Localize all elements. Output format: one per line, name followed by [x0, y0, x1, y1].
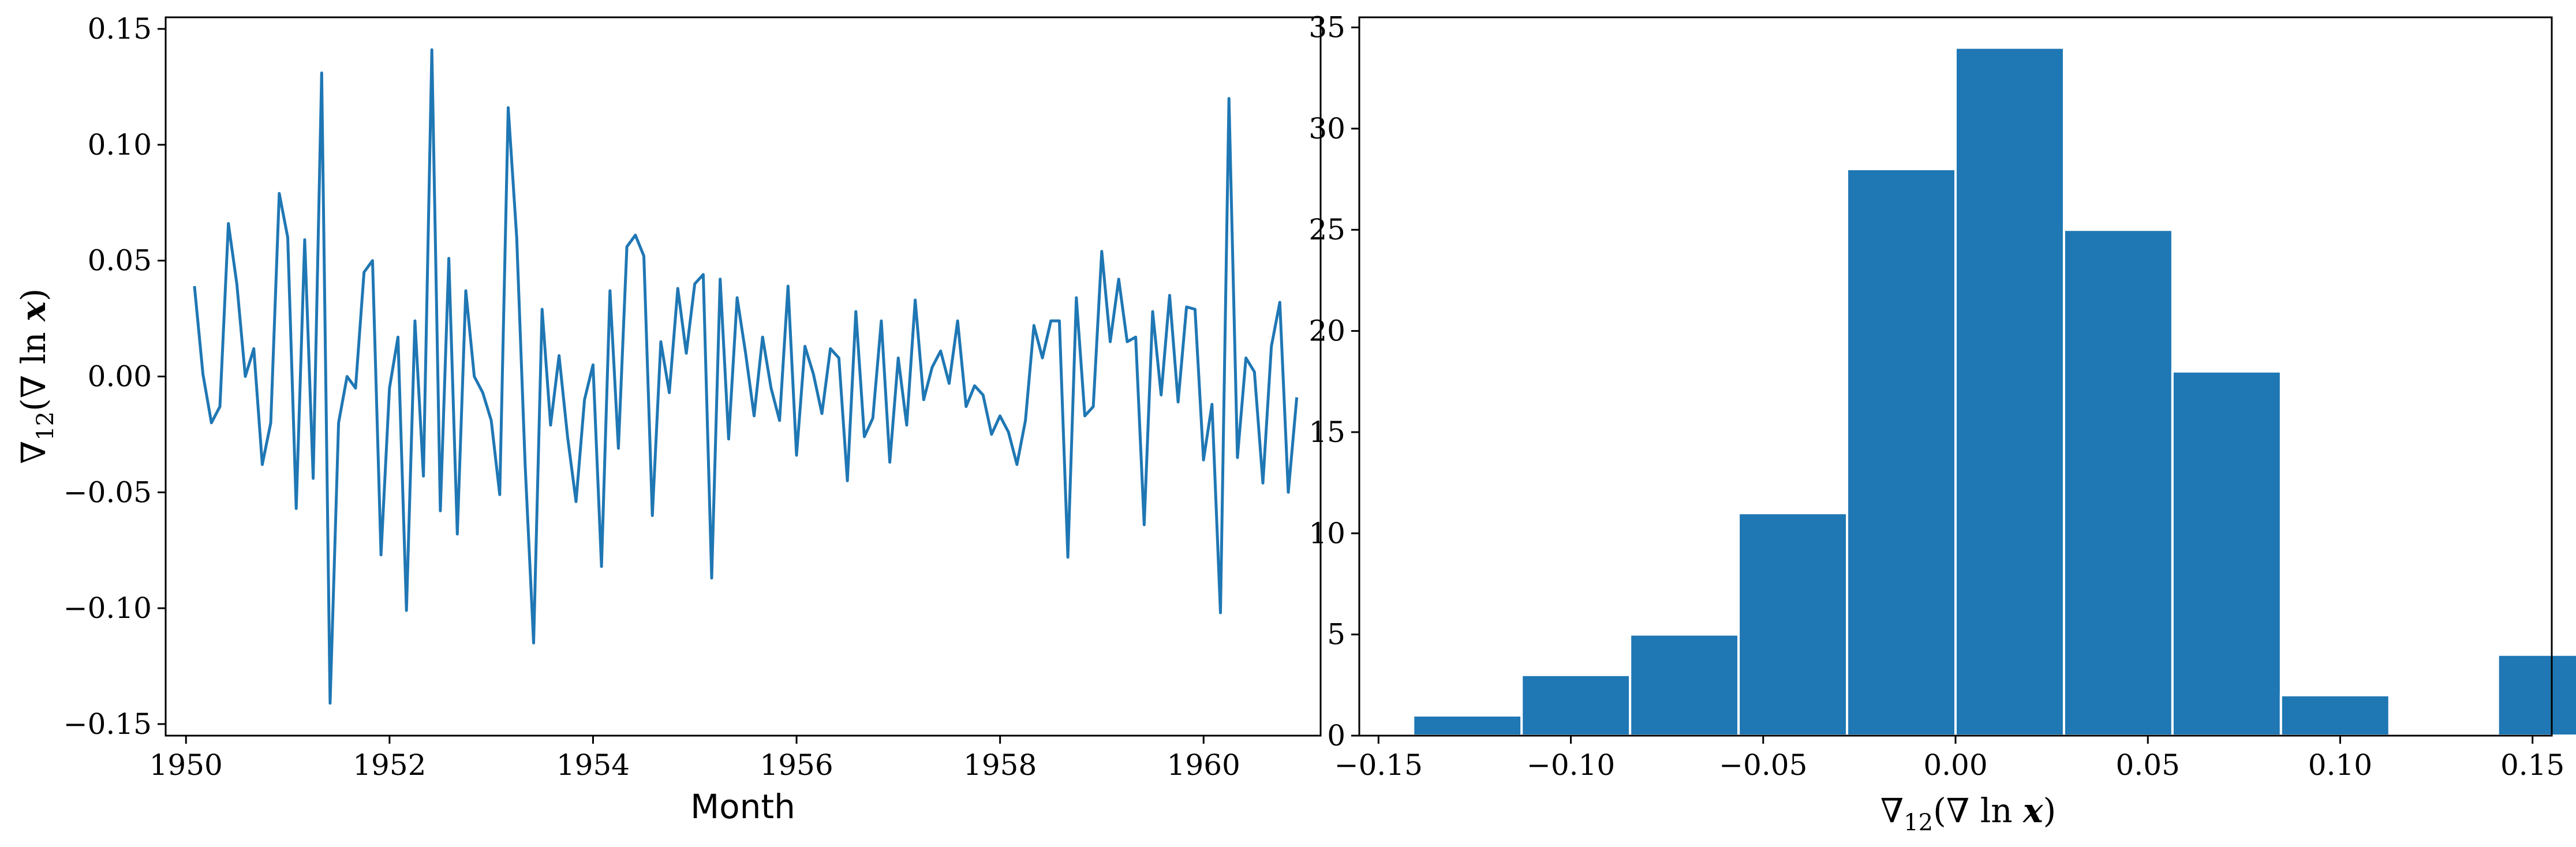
- histogram-bar: [1954, 46, 2065, 737]
- x-tick-label: 0.00: [1923, 748, 1987, 782]
- y-tick-label: 0.05: [88, 244, 152, 278]
- y-tick-label: 30: [1308, 112, 1345, 145]
- y-tick-label: 15: [1308, 415, 1345, 449]
- x-tick-label: 0.05: [2116, 748, 2180, 782]
- right-x-axis-label: ∇12(∇ ln x): [1880, 791, 2057, 836]
- left-x-axis-label: Month: [690, 787, 795, 826]
- x-tick-label: 1960: [1167, 748, 1240, 782]
- y-tick-label: 20: [1308, 314, 1345, 348]
- x-tick-label: 1954: [556, 748, 630, 782]
- series-line: [193, 48, 1299, 705]
- y-tick-label: 0: [1327, 719, 1345, 752]
- y-tick-label: 10: [1308, 516, 1345, 550]
- histogram-bar: [1629, 633, 1740, 737]
- y-tick-label: 0.10: [88, 128, 152, 162]
- histogram-bar: [1412, 714, 1523, 737]
- histogram-panel: −0.15 −0.10 −0.05 0.00 0.05 0.10 0.15 0 5 10 15 20…: [1308, 11, 2576, 836]
- histogram-bar: [1846, 168, 1957, 737]
- y-tick-label: 0.00: [88, 360, 152, 393]
- histogram-bar: [2496, 653, 2576, 737]
- x-tick-label: −0.15: [1334, 748, 1423, 782]
- y-tick-label: −0.15: [63, 707, 152, 741]
- x-tick-label: 1958: [963, 748, 1037, 782]
- x-tick-label: 0.15: [2500, 748, 2564, 782]
- left-axes-frame: [164, 16, 1322, 737]
- right-x-ticks: −0.15 −0.10 −0.05 0.00 0.05 0.10 0.15: [1334, 736, 2564, 782]
- time-series-plot-area: [193, 48, 1299, 705]
- left-y-ticks: −0.15 −0.10 −0.05 0.00 0.05 0.10 0.15: [63, 12, 166, 741]
- x-tick-label: −0.05: [1719, 748, 1807, 782]
- histogram-bar: [1737, 512, 1849, 737]
- right-y-ticks: 0 5 10 15 20 25 30 35: [1308, 11, 1359, 752]
- y-tick-label: 35: [1308, 11, 1345, 44]
- y-tick-label: 0.15: [88, 12, 152, 46]
- time-series-panel: 1950 1952 1954 1956 1958 1960 −0.15 −0.10 −0.05…: [14, 12, 1322, 826]
- x-tick-label: 1952: [353, 748, 426, 782]
- y-tick-label: 5: [1327, 618, 1345, 651]
- y-tick-label: −0.10: [63, 591, 152, 625]
- x-tick-label: 0.10: [2308, 748, 2372, 782]
- left-y-axis-label: ∇12(∇ ln x): [14, 288, 59, 464]
- histogram-bar: [2279, 694, 2391, 737]
- y-tick-label: −0.05: [63, 475, 152, 509]
- histogram-bar: [1520, 673, 1632, 737]
- left-x-ticks: 1950 1952 1954 1956 1958 1960: [149, 736, 1240, 782]
- histogram-bar: [2171, 370, 2282, 737]
- y-tick-label: 25: [1308, 213, 1345, 246]
- x-tick-label: 1956: [760, 748, 833, 782]
- x-tick-label: 1950: [149, 748, 223, 782]
- x-tick-label: −0.10: [1527, 748, 1615, 782]
- histogram-bar: [2062, 228, 2174, 737]
- histogram-plot-area: [1412, 46, 2576, 737]
